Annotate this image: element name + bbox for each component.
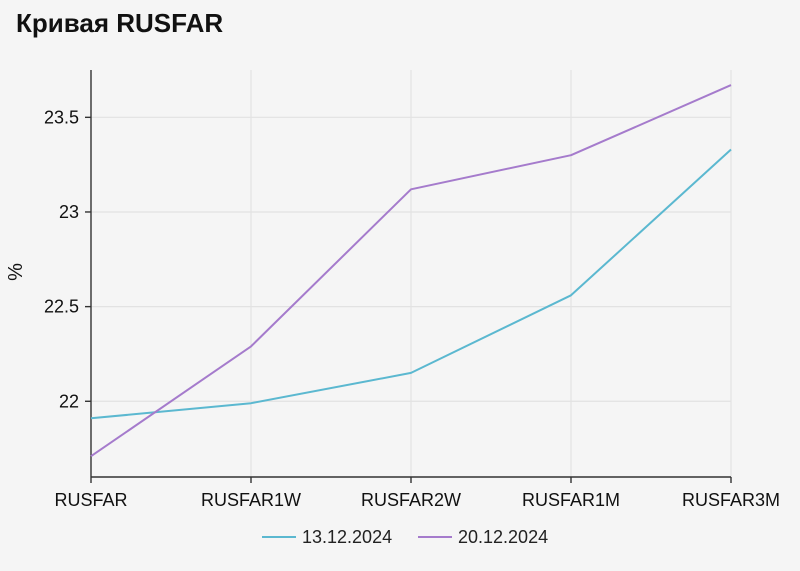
x-tick-label: RUSFAR1W <box>201 490 301 510</box>
axes <box>85 70 732 483</box>
y-tick-labels: 22 22.5 23 23.5 <box>44 107 79 411</box>
x-tick-label: RUSFAR <box>54 490 127 510</box>
x-tick-label: RUSFAR2W <box>361 490 461 510</box>
y-tick-label: 23.5 <box>44 107 79 127</box>
legend: 13.12.2024 20.12.2024 <box>262 527 548 547</box>
x-tick-labels: RUSFAR RUSFAR1W RUSFAR2W RUSFAR1M RUSFAR3M <box>54 490 780 510</box>
y-axis-label: % <box>5 263 27 281</box>
x-tick-label: RUSFAR1M <box>522 490 620 510</box>
grid-lines <box>91 70 732 477</box>
x-tick-label: RUSFAR3M <box>682 490 780 510</box>
series-line-1 <box>90 148 732 420</box>
y-tick-label: 22 <box>59 391 79 411</box>
series-line-2 <box>90 84 732 458</box>
y-tick-label: 23 <box>59 202 79 222</box>
chart-title: Кривая RUSFAR <box>16 8 224 38</box>
y-tick-label: 22.5 <box>44 297 79 317</box>
legend-label: 20.12.2024 <box>458 527 548 547</box>
legend-label: 13.12.2024 <box>302 527 392 547</box>
series-lines <box>90 84 732 458</box>
